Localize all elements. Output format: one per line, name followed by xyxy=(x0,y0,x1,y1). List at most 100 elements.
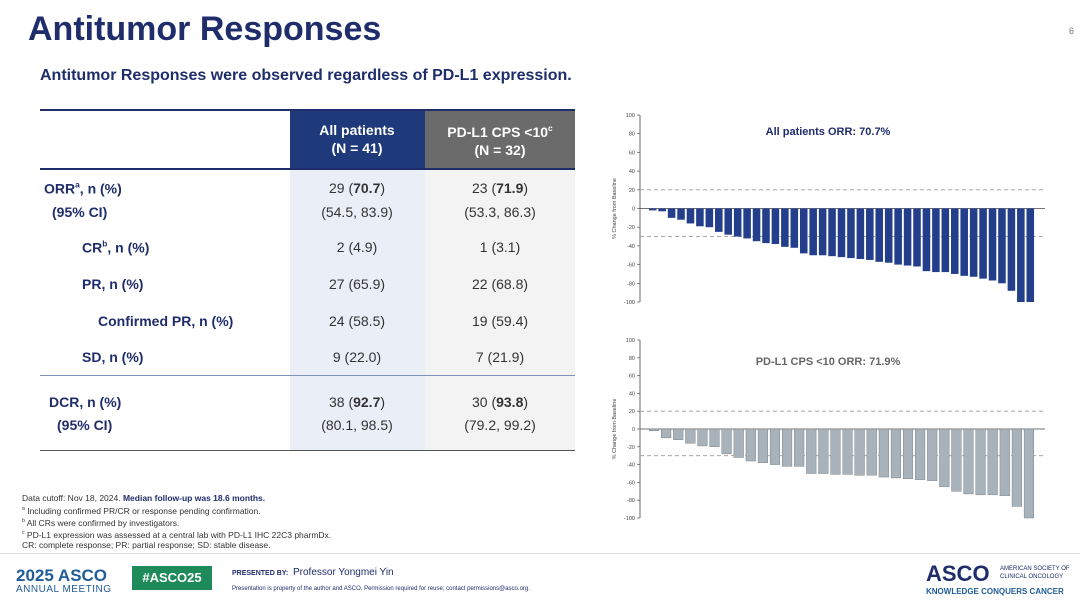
y-tick-label: 40 xyxy=(629,169,635,175)
bar xyxy=(686,208,695,224)
label-text: , n (%) xyxy=(79,180,122,197)
table-border xyxy=(40,109,575,111)
cell: 7 (21.9) xyxy=(475,349,525,365)
row-divider xyxy=(40,375,575,376)
bar xyxy=(913,208,921,267)
y-axis-label: % Change from Baseline xyxy=(612,178,618,239)
cell: 19 (59.4) xyxy=(471,313,529,329)
bar xyxy=(963,428,974,495)
table-border xyxy=(40,168,575,170)
bar xyxy=(950,208,959,274)
bar xyxy=(875,208,884,262)
y-axis-label: % Change from Baseline xyxy=(612,399,618,460)
bar xyxy=(1026,208,1035,302)
footnote-mark: b xyxy=(22,517,25,524)
bar xyxy=(988,208,997,281)
logo-text: CLINICAL ONCOLOGY xyxy=(1000,574,1064,580)
cell-text: 92.7 xyxy=(353,394,381,410)
bar xyxy=(854,428,865,476)
bar xyxy=(649,428,660,431)
cell: (53.3, 86.3) xyxy=(464,204,536,220)
cell: 1 (3.1) xyxy=(479,239,521,255)
bar xyxy=(884,208,893,263)
bar xyxy=(745,428,756,462)
y-tick-label: -20 xyxy=(627,225,635,231)
bar xyxy=(809,208,817,256)
note: b All CRs were confirmed by investigator… xyxy=(22,516,331,528)
y-tick-label: 60 xyxy=(629,150,635,156)
note-text: PD-L1 expression was assessed at a centr… xyxy=(26,529,332,540)
note-text: Data cutoff: Nov 18, 2024. xyxy=(22,493,123,503)
bar xyxy=(709,428,720,447)
bar xyxy=(951,428,962,492)
bar xyxy=(715,208,723,232)
column-header: PD-L1 CPS <10c (N = 32) xyxy=(447,119,552,159)
cell: (54.5, 83.9) xyxy=(321,204,393,220)
cell-text: ) xyxy=(380,180,386,196)
slide-title: Antitumor Responses xyxy=(28,10,382,48)
bar xyxy=(733,428,744,458)
row-label: (95% CI) xyxy=(57,417,113,433)
hashtag: #ASCO25 xyxy=(132,566,212,590)
cell-text: 30 ( xyxy=(471,394,497,410)
cell: 2 (4.9) xyxy=(336,239,378,255)
bar xyxy=(806,428,817,474)
cell: 29 (70.7) xyxy=(329,180,385,196)
note: Data cutoff: Nov 18, 2024. Median follow… xyxy=(22,493,331,504)
y-tick-label: 80 xyxy=(629,132,635,138)
note-text: Median follow-up was 18.6 months. xyxy=(122,493,266,503)
row-label: ORRa, n (%) xyxy=(44,180,122,197)
cell-text: 70.7 xyxy=(353,180,381,196)
subtitle: Antitumor Responses were observed regard… xyxy=(40,67,572,84)
bar xyxy=(1023,428,1034,519)
bar xyxy=(998,208,1006,284)
bar xyxy=(790,208,799,248)
bar xyxy=(781,208,789,247)
bar xyxy=(794,428,805,467)
y-tick-label: 40 xyxy=(629,391,635,397)
note-text: Including confirmed PR/CR or response pe… xyxy=(27,505,261,516)
bar xyxy=(762,208,770,244)
bar xyxy=(721,428,732,455)
bar xyxy=(939,428,950,488)
bar xyxy=(856,208,865,259)
cell: (79.2, 99.2) xyxy=(464,417,536,433)
header-text: All patients xyxy=(319,122,395,138)
row-label: PR, n (%) xyxy=(82,276,144,292)
bar xyxy=(830,428,841,475)
bar xyxy=(975,428,986,496)
logo-text: AMERICAN SOCIETY OF xyxy=(1000,566,1070,572)
waterfall-chart: -100 -80 -60 -40 -20 0 20 40 60 80 100 % Change fro… xyxy=(612,113,1045,306)
bar xyxy=(733,208,742,237)
cell-text: 93.8 xyxy=(496,394,524,410)
bar xyxy=(673,428,684,440)
bar xyxy=(771,208,780,245)
cell-text: ) xyxy=(380,394,386,410)
page-number: 6 xyxy=(1068,26,1074,36)
header-cell xyxy=(425,111,575,168)
y-tick-label: 80 xyxy=(629,356,635,362)
bar xyxy=(648,208,657,211)
bar xyxy=(922,208,931,272)
bar xyxy=(915,428,926,480)
note: CR: complete response; PR: partial respo… xyxy=(22,540,271,551)
bar xyxy=(685,428,696,444)
header-text: (N = 32) xyxy=(474,141,526,158)
y-tick-label: 0 xyxy=(632,207,635,213)
bar xyxy=(782,428,793,467)
chart-title: PD-L1 CPS <10 ORR: 71.9% xyxy=(756,356,901,368)
y-tick-label: 0 xyxy=(632,427,635,433)
disclaimer: Presentation is property of the author a… xyxy=(232,586,530,592)
y-tick-label: 20 xyxy=(629,409,635,415)
column-shade xyxy=(425,170,575,450)
bar xyxy=(969,208,978,277)
cell: 24 (58.5) xyxy=(328,313,386,329)
meeting-logo: 2025 ASCO xyxy=(16,566,108,585)
meeting-logo: ANNUAL MEETING xyxy=(16,584,112,595)
note: c PD-L1 expression was assessed at a cen… xyxy=(22,528,331,540)
footnote-mark: a xyxy=(75,179,80,190)
bar xyxy=(927,428,938,481)
bar xyxy=(837,208,846,258)
bar xyxy=(878,428,889,478)
bar xyxy=(1007,208,1016,291)
